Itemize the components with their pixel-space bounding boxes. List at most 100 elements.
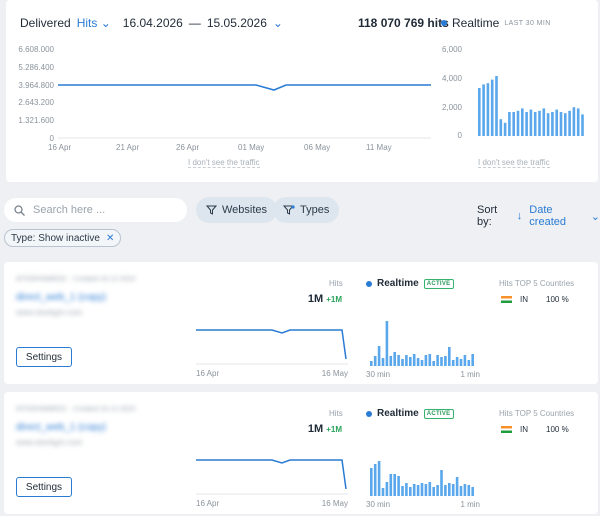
status-badge: ACTIVE — [423, 408, 454, 419]
realtime-bar — [455, 357, 459, 366]
realtime-bar — [370, 468, 373, 496]
close-icon[interactable]: ✕ — [105, 232, 115, 244]
realtime-bar — [377, 346, 381, 366]
realtime-bar — [428, 354, 432, 366]
x-tick: 06 May — [304, 143, 330, 152]
realtime-bar — [385, 482, 389, 496]
realtime-bar — [499, 119, 503, 136]
realtime-bar — [478, 88, 481, 136]
site-name-link[interactable]: direct_web_1 (copy) — [16, 422, 107, 433]
realtime-bar — [370, 361, 373, 366]
realtime-bar — [420, 360, 424, 366]
sort-direction-icon[interactable]: ↓ — [516, 210, 523, 222]
hits-delta: +1M — [326, 295, 342, 304]
realtime-dot-icon — [366, 280, 372, 287]
realtime-bar — [538, 110, 541, 136]
y-tick: 2,000 — [442, 103, 463, 112]
realtime-bar — [471, 354, 474, 366]
y-tick: 1.321.600 — [18, 116, 54, 125]
date-to[interactable]: 15.05.2026 — [206, 16, 267, 30]
realtime-bar — [463, 484, 467, 496]
realtime-bar — [389, 474, 393, 496]
realtime-bar — [412, 354, 416, 366]
y-tick: 6,000 — [442, 45, 463, 54]
realtime-bar — [508, 112, 511, 136]
search-box[interactable]: Search here ... — [4, 198, 187, 222]
settings-button[interactable]: Settings — [16, 477, 72, 497]
realtime-label: Realtime — [377, 408, 419, 419]
realtime-bar — [416, 485, 420, 496]
country-row: IN 100 % — [501, 425, 569, 434]
realtime-bar — [471, 487, 474, 496]
realtime-bar — [412, 484, 416, 496]
realtime-bar — [428, 482, 432, 496]
metric-select[interactable]: Hits ⌄ — [76, 16, 111, 30]
date-from[interactable]: 16.04.2026 — [122, 16, 183, 30]
x-tick: 21 Apr — [116, 143, 139, 152]
no-traffic-link[interactable]: I don't see the traffic — [478, 158, 550, 168]
realtime-dot-icon — [441, 20, 447, 26]
realtime-bar — [490, 79, 494, 136]
site-url: www.stockgm.com — [16, 308, 83, 317]
realtime-bar — [444, 485, 447, 496]
site-card: #ITGRHW8RDC · Created 24.12.2024 direct_… — [4, 262, 598, 384]
realtime-window: LAST 30 MIN — [504, 19, 551, 27]
x-tick: 16 Apr — [196, 369, 219, 378]
realtime-bar — [440, 357, 443, 366]
y-tick: 0 — [458, 131, 463, 140]
site-hits-chart: 16 Apr 16 May — [196, 329, 348, 378]
hits-value: 1M +1M — [307, 423, 342, 435]
realtime-bar — [463, 355, 467, 366]
status-badge: ACTIVE — [423, 278, 454, 289]
realtime-bar — [432, 487, 435, 496]
no-traffic-link[interactable]: I don't see the traffic — [188, 158, 260, 168]
realtime-bar — [529, 109, 533, 136]
realtime-bar — [393, 474, 396, 496]
realtime-bar — [525, 112, 528, 136]
india-flag-icon — [501, 296, 512, 303]
sort-control[interactable]: Sort by: ↓ Date created ⌄ — [477, 204, 600, 228]
search-icon — [14, 204, 25, 216]
realtime-bar — [581, 114, 584, 136]
realtime-bar — [512, 112, 515, 136]
settings-button[interactable]: Settings — [16, 347, 72, 367]
realtime-bar — [564, 113, 567, 136]
realtime-bar — [486, 83, 490, 136]
realtime-bar — [455, 477, 459, 496]
chevron-down-icon[interactable]: ⌄ — [272, 16, 283, 30]
top-countries-label: Hits TOP 5 Countries — [499, 409, 575, 418]
types-label: Types — [300, 204, 330, 216]
realtime-bar — [420, 483, 424, 496]
realtime-bar — [373, 464, 377, 496]
realtime-label: Realtime — [377, 278, 419, 289]
realtime-bar — [482, 84, 485, 136]
search-input[interactable]: Search here ... — [33, 204, 106, 216]
realtime-bar — [397, 476, 400, 496]
realtime-header: Realtime LAST 30 MIN — [441, 16, 551, 30]
realtime-dot-icon — [366, 410, 372, 417]
types-filter-button[interactable]: Types — [273, 197, 340, 223]
chevron-down-icon[interactable]: ⌄ — [590, 210, 600, 223]
hits-series-line — [58, 84, 431, 91]
realtime-bar — [409, 487, 412, 496]
sort-value[interactable]: Date created — [529, 204, 566, 228]
site-card: #ITGRHW8RDC · Created 24.12.2024 direct_… — [4, 392, 598, 514]
site-name-link[interactable]: direct_web_1 (copy) — [16, 292, 107, 303]
total-hits: 118 070 769 hits — [358, 16, 449, 30]
realtime-bar — [444, 356, 447, 366]
realtime-bar — [432, 361, 435, 366]
site-realtime-header: Realtime ACTIVE — [366, 278, 454, 289]
websites-filter-button[interactable]: Websites — [196, 197, 278, 223]
country-percent: 100 % — [546, 295, 569, 304]
chip-label: Type: Show inactive — [11, 232, 100, 244]
site-hits-chart: 16 Apr 16 May — [196, 459, 348, 508]
realtime-bar — [546, 113, 550, 136]
realtime-bar — [373, 356, 377, 366]
hits-label: Hits — [329, 409, 343, 418]
realtime-bar-chart: 6,000 4,000 2,000 0 — [442, 45, 584, 140]
realtime-bar — [424, 355, 428, 366]
top-countries-label: Hits TOP 5 Countries — [499, 279, 575, 288]
realtime-bar — [555, 109, 558, 136]
y-tick: 4,000 — [442, 74, 463, 83]
realtime-bar — [405, 355, 408, 366]
